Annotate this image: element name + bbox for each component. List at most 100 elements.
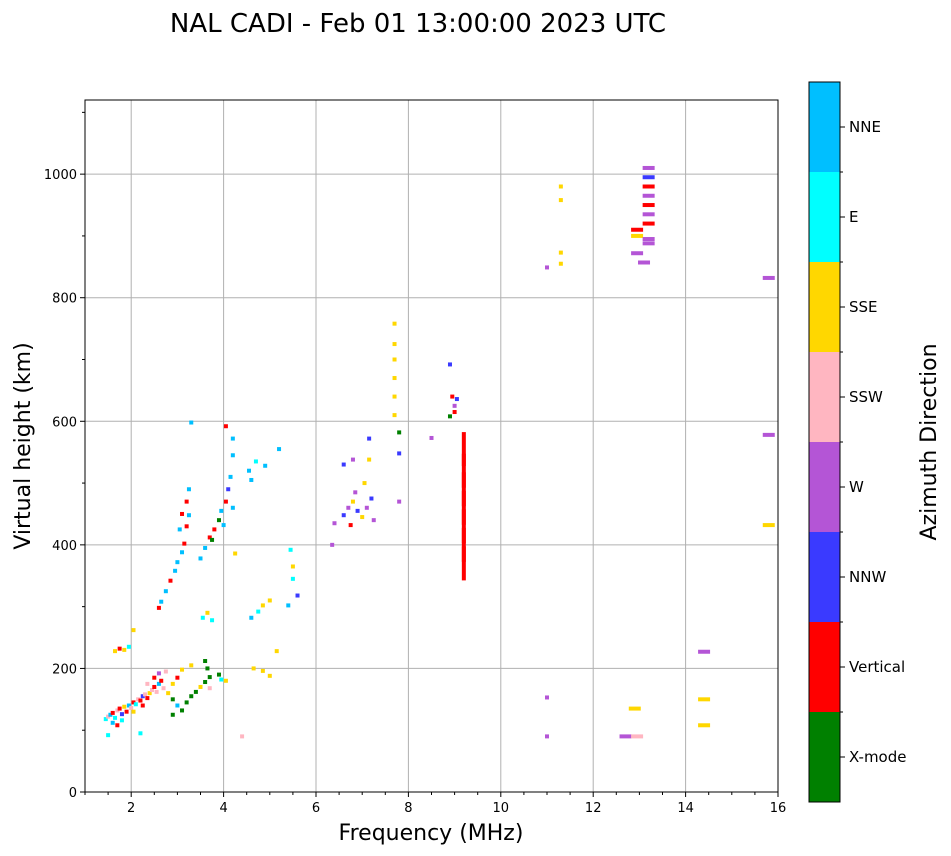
data-point bbox=[330, 542, 335, 547]
data-point bbox=[247, 468, 252, 473]
data-point bbox=[163, 669, 168, 674]
data-point bbox=[124, 709, 129, 714]
data-point bbox=[452, 410, 457, 415]
data-point bbox=[136, 697, 141, 702]
data-point bbox=[341, 462, 346, 467]
data-point bbox=[295, 593, 300, 598]
data-point bbox=[290, 564, 295, 569]
data-point bbox=[140, 694, 145, 699]
data-point bbox=[392, 376, 397, 381]
plot-background bbox=[85, 100, 778, 792]
data-point bbox=[698, 697, 711, 702]
data-point bbox=[156, 605, 161, 610]
data-point bbox=[642, 193, 655, 198]
data-point bbox=[133, 702, 138, 707]
data-point bbox=[198, 556, 203, 561]
data-point bbox=[631, 227, 644, 232]
data-point bbox=[184, 524, 189, 529]
data-point bbox=[450, 394, 455, 399]
x-tick-label: 2 bbox=[127, 801, 135, 816]
colorbar-label: Azimuth Direction bbox=[917, 343, 942, 540]
data-point bbox=[203, 680, 208, 685]
data-point bbox=[152, 684, 157, 689]
data-point bbox=[558, 261, 563, 266]
x-tick-label: 10 bbox=[493, 801, 510, 816]
x-tick-label: 16 bbox=[770, 801, 787, 816]
data-point bbox=[619, 734, 632, 739]
data-point bbox=[207, 675, 212, 680]
data-point bbox=[762, 523, 775, 528]
data-point bbox=[221, 523, 226, 528]
data-point bbox=[260, 603, 265, 608]
colorbar-segment bbox=[809, 622, 840, 712]
data-point bbox=[193, 689, 198, 694]
data-point bbox=[240, 734, 245, 739]
colorbar-segment bbox=[809, 442, 840, 532]
data-point bbox=[126, 644, 131, 649]
data-point bbox=[163, 589, 168, 594]
data-point bbox=[161, 686, 166, 691]
data-point bbox=[170, 697, 175, 702]
data-point bbox=[642, 165, 655, 170]
data-point bbox=[138, 698, 143, 703]
data-point bbox=[367, 436, 372, 441]
data-point bbox=[263, 463, 268, 468]
data-point bbox=[122, 704, 127, 709]
data-point bbox=[461, 453, 466, 488]
data-point bbox=[203, 659, 208, 664]
data-point bbox=[129, 705, 134, 710]
y-axis-label: Virtual height (km) bbox=[11, 342, 36, 549]
data-point bbox=[145, 696, 150, 701]
data-point bbox=[355, 508, 360, 513]
grid-lines bbox=[85, 100, 779, 793]
data-point bbox=[631, 251, 644, 256]
data-point bbox=[362, 481, 367, 486]
data-point bbox=[353, 490, 358, 495]
data-point bbox=[631, 233, 644, 238]
data-point bbox=[397, 430, 402, 435]
data-point bbox=[642, 241, 655, 246]
data-point bbox=[156, 671, 161, 676]
x-axis-ticks: 2 4 6 8 10 12 14 16 bbox=[84, 792, 787, 816]
data-point bbox=[200, 615, 205, 620]
data-point bbox=[256, 609, 261, 614]
data-point bbox=[762, 432, 775, 437]
data-point bbox=[119, 718, 124, 723]
data-point bbox=[147, 691, 152, 696]
data-point bbox=[205, 666, 210, 671]
data-point bbox=[166, 691, 171, 696]
data-point bbox=[170, 712, 175, 717]
data-point bbox=[461, 432, 466, 467]
colorbar-tick-label: NNE bbox=[849, 118, 881, 136]
data-point bbox=[205, 610, 210, 615]
y-tick-label: 800 bbox=[52, 292, 77, 307]
data-point bbox=[131, 709, 136, 714]
data-point bbox=[371, 518, 376, 523]
data-point bbox=[117, 706, 122, 711]
data-point bbox=[392, 342, 397, 347]
data-point bbox=[642, 203, 655, 208]
data-point bbox=[131, 628, 136, 633]
data-point bbox=[119, 712, 124, 717]
colorbar-segment bbox=[809, 82, 840, 172]
data-point bbox=[223, 499, 228, 504]
data-point bbox=[189, 663, 194, 668]
data-point bbox=[360, 515, 365, 520]
data-point bbox=[260, 668, 265, 673]
data-point bbox=[392, 413, 397, 418]
data-point bbox=[106, 733, 111, 738]
data-point bbox=[173, 568, 178, 573]
data-point bbox=[115, 723, 120, 728]
data-point bbox=[210, 537, 215, 542]
data-point bbox=[364, 505, 369, 510]
data-point bbox=[558, 250, 563, 255]
data-point bbox=[177, 527, 182, 532]
y-tick-label: 1000 bbox=[44, 168, 77, 183]
data-point bbox=[392, 394, 397, 399]
data-point bbox=[198, 684, 203, 689]
data-point bbox=[180, 708, 185, 713]
data-point bbox=[230, 505, 235, 510]
data-point bbox=[115, 708, 120, 713]
data-point bbox=[698, 723, 711, 728]
x-tick-label: 6 bbox=[312, 801, 320, 816]
